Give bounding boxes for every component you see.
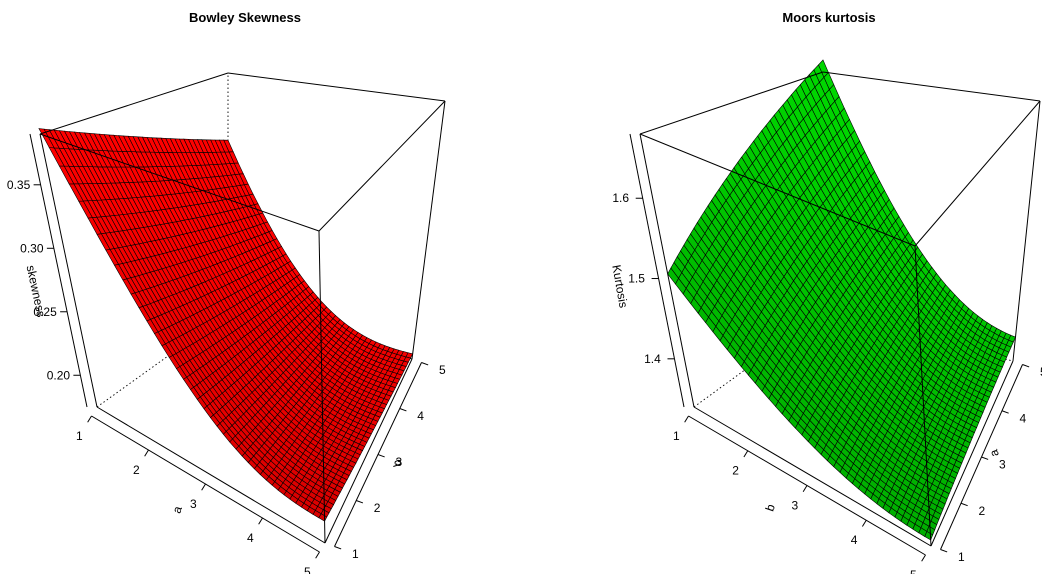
bowley-skewness-panel: Bowley Skewness 0.20 0.25 0.30 0.35 1 2 3 4 5 1 2 3… [7,10,446,574]
y-tick [1001,410,1009,414]
y-tick [981,456,989,460]
y-tick [421,362,429,366]
x-tick [87,415,92,423]
box-edge [318,230,326,544]
x-tick-label: 4 [851,533,858,547]
box-edge [930,360,1014,547]
z-tick-label: 1.6 [612,191,629,205]
chart-title: Bowley Skewness [189,10,301,25]
box-edge [96,406,326,544]
z-tick-label: 0.30 [20,241,44,255]
y-tick [1022,364,1030,368]
y-axis-label: a [986,448,1001,459]
box-front-edges [39,72,446,544]
y-tick [334,546,342,550]
box-edge [639,71,824,135]
box-hidden-edge [96,312,229,408]
z-axis-label: Kurtosis [609,264,630,309]
z-tick-label: 1.5 [628,272,645,286]
x-tick-label: 1 [673,429,680,443]
x-tick [201,483,206,491]
box-edge [39,133,98,408]
moors-kurtosis-panel: Moors kurtosis 1.4 1.5 1.6 1 2 3 4 5 1 2 3 4 5 Kurto… [609,10,1042,574]
x-tick [684,415,689,423]
axes: 1.4 1.5 1.6 1 2 3 4 5 1 2 3 4 5 [612,133,1042,574]
x-tick [315,551,320,559]
box-edge [639,133,695,408]
x-tick [743,450,749,458]
y-tick-label: 1 [958,550,965,564]
x-axis-label: b [763,502,778,513]
box-edge [39,133,320,232]
x-tick-label: 3 [792,498,799,512]
z-tick-label: 0.35 [7,178,31,192]
y-tick [399,408,407,412]
x-tick-label: 2 [732,464,739,478]
x-tick-label: 5 [304,565,311,574]
box-edge [227,72,446,102]
y-tick-label: 2 [374,501,381,515]
z-axis-line [629,133,685,408]
axes: 0.20 0.25 0.30 0.35 1 2 3 4 5 1 2 3 4 5 [7,133,446,574]
box-edge [822,71,1041,102]
x-tick-label: 2 [133,463,140,477]
box-edge [639,133,916,247]
box-edge [411,100,446,360]
box-edge [693,406,932,547]
x-tick [258,517,263,525]
box-edge [318,100,446,232]
y-tick-label: 2 [979,504,986,518]
x-tick-label: 4 [247,531,254,545]
y-tick-label: 3 [396,455,403,469]
x-axis-label: a [170,504,185,515]
y-tick-label: 1 [352,547,359,561]
skewness-surface [38,128,414,522]
y-tick [940,549,948,553]
chart-title: Moors kurtosis [782,10,875,25]
z-axis-line [29,133,88,408]
box-edge [914,245,932,547]
y-tick [356,500,364,504]
kurtosis-surface [667,59,1016,541]
y-axis-label: b [389,458,404,469]
x-tick [861,519,867,527]
y-tick [960,502,968,507]
y-tick-label: 5 [439,363,446,377]
box-front-edges [639,71,1041,547]
box-edge [1012,100,1041,362]
y-tick [377,454,385,458]
y-tick-label: 4 [417,409,424,423]
y-tick-label: 4 [1020,411,1027,425]
z-tick-label: 0.20 [47,368,71,382]
y-tick-label: 3 [999,458,1006,472]
box-edge [324,358,413,544]
surface-facet [667,267,679,285]
x-tick [802,485,808,493]
z-axis-label: skewness [24,264,49,318]
z-tick-label: 0.25 [33,305,57,319]
z-tick-label: 1.4 [644,352,661,366]
x-tick-label: 3 [190,497,197,511]
box-edge [914,100,1041,247]
x-tick [144,449,149,457]
box-edge [39,72,229,135]
y-tick-label: 5 [1040,365,1042,379]
x-tick-label: 1 [76,429,83,443]
x-tick-label: 5 [910,568,917,574]
x-tick [921,554,926,562]
